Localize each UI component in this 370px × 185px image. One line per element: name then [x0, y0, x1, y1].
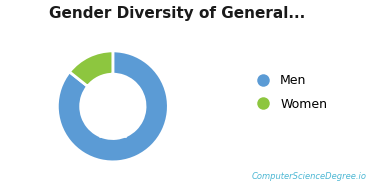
Text: Gender Diversity of General...: Gender Diversity of General...	[50, 6, 306, 21]
Legend: Men, Women: Men, Women	[250, 75, 327, 110]
Wedge shape	[70, 51, 113, 86]
Text: ComputerScienceDegree.io: ComputerScienceDegree.io	[251, 172, 366, 181]
Wedge shape	[57, 51, 168, 162]
Text: 85.7%: 85.7%	[97, 130, 128, 140]
